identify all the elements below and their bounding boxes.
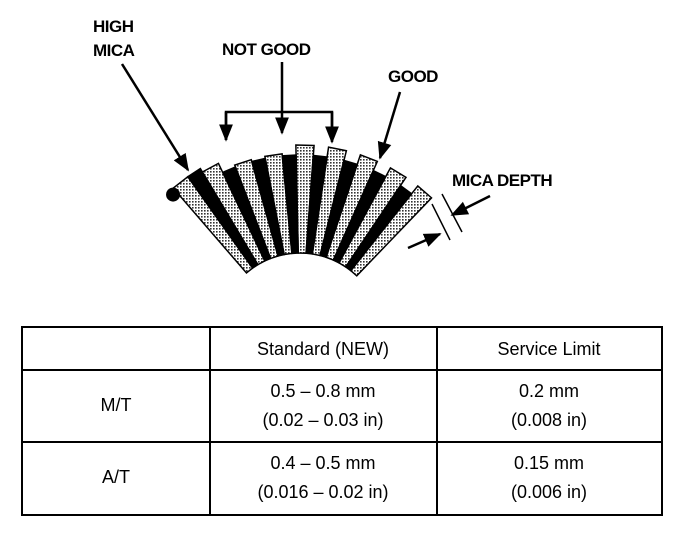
row-label: A/T xyxy=(102,467,130,487)
label-mica: MICA xyxy=(93,41,135,60)
mica xyxy=(281,154,299,255)
mica xyxy=(332,169,387,264)
label-not-good: NOT GOOD xyxy=(222,40,311,59)
mica xyxy=(186,167,259,270)
label-good: GOOD xyxy=(388,67,438,86)
header-cell: Service Limit xyxy=(497,339,600,359)
cell: (0.006 in) xyxy=(511,482,587,502)
header-cell: Standard (NEW) xyxy=(257,339,389,359)
mica xyxy=(305,154,328,255)
mica xyxy=(344,184,413,272)
cell: 0.5 – 0.8 mm xyxy=(270,381,375,401)
cell: (0.008 in) xyxy=(511,410,587,430)
high-mica-bump xyxy=(166,187,181,202)
cell: 0.15 mm xyxy=(514,453,584,473)
mica xyxy=(250,157,286,257)
arrows xyxy=(120,62,491,250)
row-label: M/T xyxy=(101,395,132,415)
label-mica-depth: MICA DEPTH xyxy=(452,171,552,190)
cell: (0.016 – 0.02 in) xyxy=(257,482,388,502)
commutator xyxy=(166,144,433,277)
mica xyxy=(319,159,359,259)
mica xyxy=(221,165,272,262)
table-grid xyxy=(21,326,663,516)
cell: 0.2 mm xyxy=(519,381,579,401)
cell: 0.4 – 0.5 mm xyxy=(270,453,375,473)
cell: (0.02 – 0.03 in) xyxy=(262,410,383,430)
label-high: HIGH xyxy=(93,17,134,36)
